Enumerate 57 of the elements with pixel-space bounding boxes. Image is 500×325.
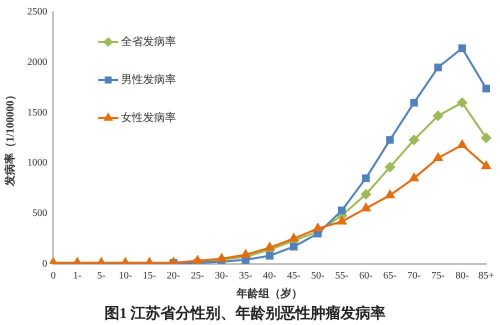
point (458, 140, 467, 148)
point (386, 190, 394, 198)
x-tick-label: 25- (190, 270, 204, 282)
x-tick-label: 70- (407, 270, 421, 282)
x-axis-title: 年龄组（岁） (236, 287, 303, 300)
point (362, 174, 370, 182)
point (338, 206, 346, 214)
point (290, 242, 298, 251)
point (434, 64, 442, 72)
x-tick-label: 20- (166, 270, 180, 282)
point (457, 98, 468, 108)
legend-label: 全省发病率 (121, 34, 176, 48)
x-tick-label: 85+ (478, 270, 494, 282)
x-tick-label: 50- (311, 270, 324, 282)
point (289, 234, 298, 242)
x-tick-label: 75- (431, 270, 445, 282)
x-tick-label: 55- (335, 270, 349, 282)
point (360, 189, 371, 200)
point (265, 242, 274, 251)
point (386, 136, 394, 144)
point (481, 132, 492, 143)
x-tick-label: 80- (455, 270, 469, 282)
point (410, 173, 418, 182)
x-tick-label: 5- (97, 270, 106, 282)
point (266, 252, 274, 260)
y-axis-title: 发病率（1/100000） (3, 90, 16, 188)
point (433, 110, 444, 121)
point (482, 84, 490, 92)
point (410, 98, 418, 106)
x-tick-label: 10- (118, 270, 132, 282)
x-tick-label: 40- (263, 270, 276, 282)
y-tick-label: 2500 (27, 6, 48, 18)
point (458, 44, 466, 52)
point (384, 162, 395, 172)
text: 图1 江苏省分性别、年龄别恶性肿瘤发病率 (104, 304, 386, 322)
point (434, 153, 443, 162)
point (482, 161, 491, 170)
x-tick-label: 45- (287, 270, 300, 282)
x-tick-label: 35- (238, 270, 252, 282)
y-tick-label: 500 (32, 208, 48, 220)
y-tick-label: 0 (42, 258, 48, 270)
point (337, 216, 346, 224)
x-tick-label: 1- (73, 270, 82, 282)
legend-label: 男性发病率 (121, 72, 176, 86)
x-tick-label: 60- (359, 270, 373, 282)
legend-label: 女性发病率 (121, 110, 176, 124)
point (313, 224, 322, 232)
point (361, 203, 370, 212)
y-tick-label: 1500 (27, 107, 48, 118)
y-tick-label: 2000 (27, 56, 48, 68)
point (409, 134, 420, 145)
x-tick-label: 30- (214, 270, 228, 282)
y-tick-label: 1000 (27, 158, 48, 169)
x-tick-label: 0 (50, 270, 56, 282)
point (241, 250, 250, 258)
x-tick-label: 65- (383, 270, 397, 282)
x-tick-label: 15- (142, 270, 156, 282)
